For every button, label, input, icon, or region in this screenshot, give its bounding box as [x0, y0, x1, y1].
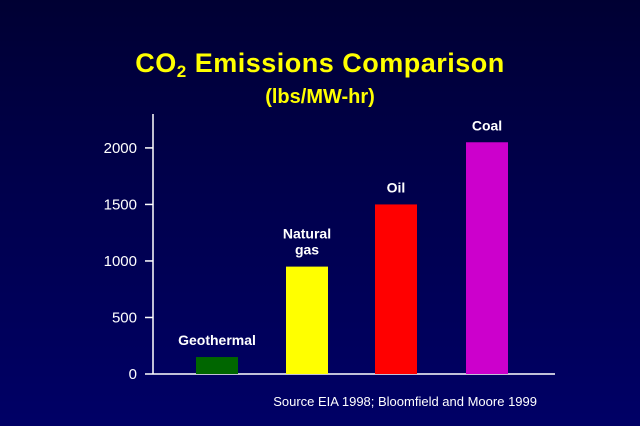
y-tick-label: 2000	[104, 140, 137, 157]
y-tick-label: 500	[112, 309, 137, 326]
bar	[375, 204, 417, 374]
bar-label: Geothermal	[178, 332, 256, 348]
bar-label: Oil	[387, 179, 406, 195]
y-tick-label: 1500	[104, 196, 137, 213]
source-note: Source EIA 1998; Bloomfield and Moore 19…	[273, 394, 537, 409]
bar-label: Coal	[472, 117, 502, 133]
bar	[286, 266, 328, 374]
bar-label: Natural	[283, 226, 331, 242]
bar-label: gas	[295, 242, 319, 258]
bar	[466, 142, 508, 374]
y-tick-label: 1000	[104, 253, 137, 270]
bar	[196, 357, 238, 374]
chart-title: CO2 Emissions Comparison	[135, 48, 505, 81]
chart-subtitle: (lbs/MW-hr)	[265, 86, 375, 108]
y-tick-label: 0	[129, 366, 137, 383]
